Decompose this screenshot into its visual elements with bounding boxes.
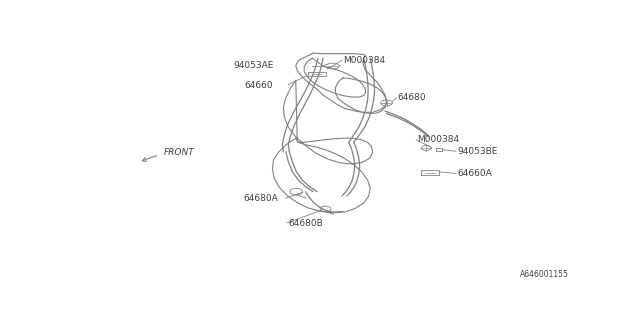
Text: 94053BE: 94053BE <box>457 147 497 156</box>
Text: 64660: 64660 <box>245 81 273 90</box>
Text: 64680A: 64680A <box>244 194 278 203</box>
Text: 64660A: 64660A <box>457 169 492 179</box>
Text: A646001155: A646001155 <box>520 270 568 279</box>
Text: FRONT: FRONT <box>163 148 194 157</box>
Text: M000384: M000384 <box>343 56 385 65</box>
Text: 94053AE: 94053AE <box>233 61 273 70</box>
Text: 64680: 64680 <box>397 93 426 102</box>
Text: 64680B: 64680B <box>288 219 323 228</box>
Text: M000384: M000384 <box>417 135 460 144</box>
